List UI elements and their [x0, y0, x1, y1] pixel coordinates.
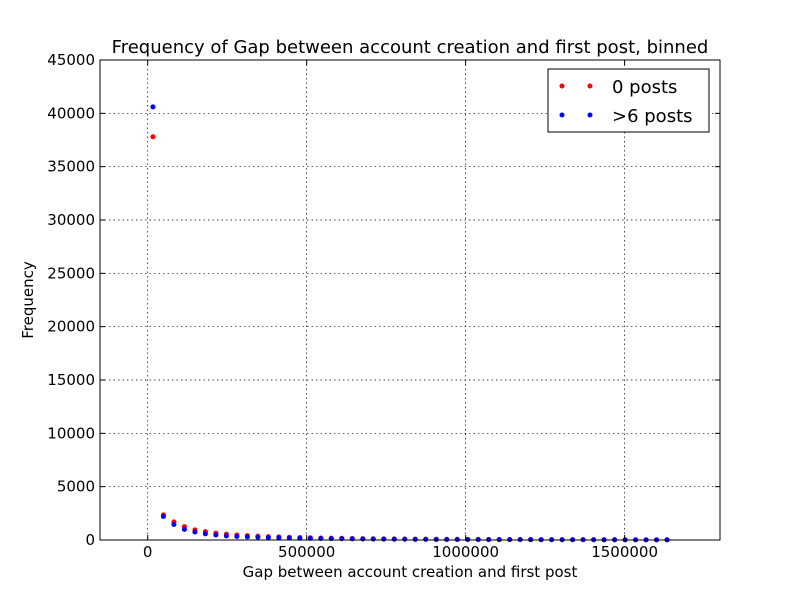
- data-point-series-1: [192, 529, 198, 535]
- data-point-series-1: [444, 536, 450, 542]
- legend: 0 posts >6 posts: [547, 68, 710, 133]
- data-point-series-1: [412, 536, 418, 542]
- legend-marker: [559, 112, 565, 118]
- y-tick-label: 15000: [47, 371, 95, 389]
- data-point-series-1: [381, 536, 387, 542]
- y-tick-label: 20000: [47, 318, 95, 336]
- y-tick-label: 0: [85, 531, 95, 549]
- data-point-series-1: [349, 536, 355, 542]
- legend-label-0-posts: 0 posts: [612, 77, 677, 98]
- axis-ticks: 0 500000 1000000 1500000 0 5000 10000 15000 2000…: [47, 51, 720, 561]
- plot-frame: [99, 59, 721, 541]
- y-tick-label: 5000: [57, 478, 95, 496]
- y-tick-label: 25000: [47, 264, 95, 282]
- data-point-series-1: [244, 534, 250, 540]
- data-point-series-1: [297, 535, 303, 541]
- data-point-series-1: [171, 522, 177, 528]
- data-point-series-1: [234, 533, 240, 539]
- data-point-series-1: [360, 536, 366, 542]
- y-tick-label: 35000: [47, 158, 95, 176]
- data-point-series-0: [150, 134, 156, 140]
- x-tick-label: 0: [143, 543, 153, 561]
- data-point-series-1: [402, 536, 408, 542]
- x-axis-label: Gap between account creation and first p…: [243, 563, 578, 581]
- data-point-series-1: [423, 536, 429, 542]
- data-point-series-1: [150, 104, 156, 110]
- x-tick-label: 500000: [278, 543, 335, 561]
- x-tick-label: 1000000: [432, 543, 499, 561]
- data-point-series-1: [391, 536, 397, 542]
- y-tick-label: 30000: [47, 211, 95, 229]
- data-point-series-1: [223, 533, 229, 539]
- data-point-series-1: [276, 535, 282, 541]
- legend-label-gt6-posts: >6 posts: [612, 106, 693, 127]
- data-point-series-1: [255, 534, 261, 540]
- legend-marker: [587, 83, 593, 89]
- data-point-series-1: [160, 514, 166, 520]
- data-point-series-1: [370, 536, 376, 542]
- legend-item-0-posts: 0 posts: [559, 77, 677, 98]
- data-point-series-1: [202, 531, 208, 537]
- y-tick-label: 45000: [47, 51, 95, 69]
- legend-marker: [559, 83, 565, 89]
- chart-title: Frequency of Gap between account creatio…: [112, 37, 709, 58]
- grid-lines: [100, 60, 720, 540]
- legend-item-gt6-posts: >6 posts: [559, 106, 693, 127]
- x-tick-label: 1500000: [591, 543, 658, 561]
- data-point-series-1: [265, 535, 271, 541]
- data-point-series-1: [433, 536, 439, 542]
- y-axis-label: Frequency: [19, 261, 37, 339]
- legend-box: [547, 68, 710, 133]
- data-point-series-1: [181, 526, 187, 532]
- data-point-series-1: [286, 535, 292, 541]
- data-point-series-1: [213, 532, 219, 538]
- data-point-series-1: [454, 536, 460, 542]
- y-tick-label: 10000: [47, 424, 95, 442]
- legend-marker: [587, 112, 593, 118]
- y-tick-label: 40000: [47, 104, 95, 122]
- data-point-series-1: [339, 536, 345, 542]
